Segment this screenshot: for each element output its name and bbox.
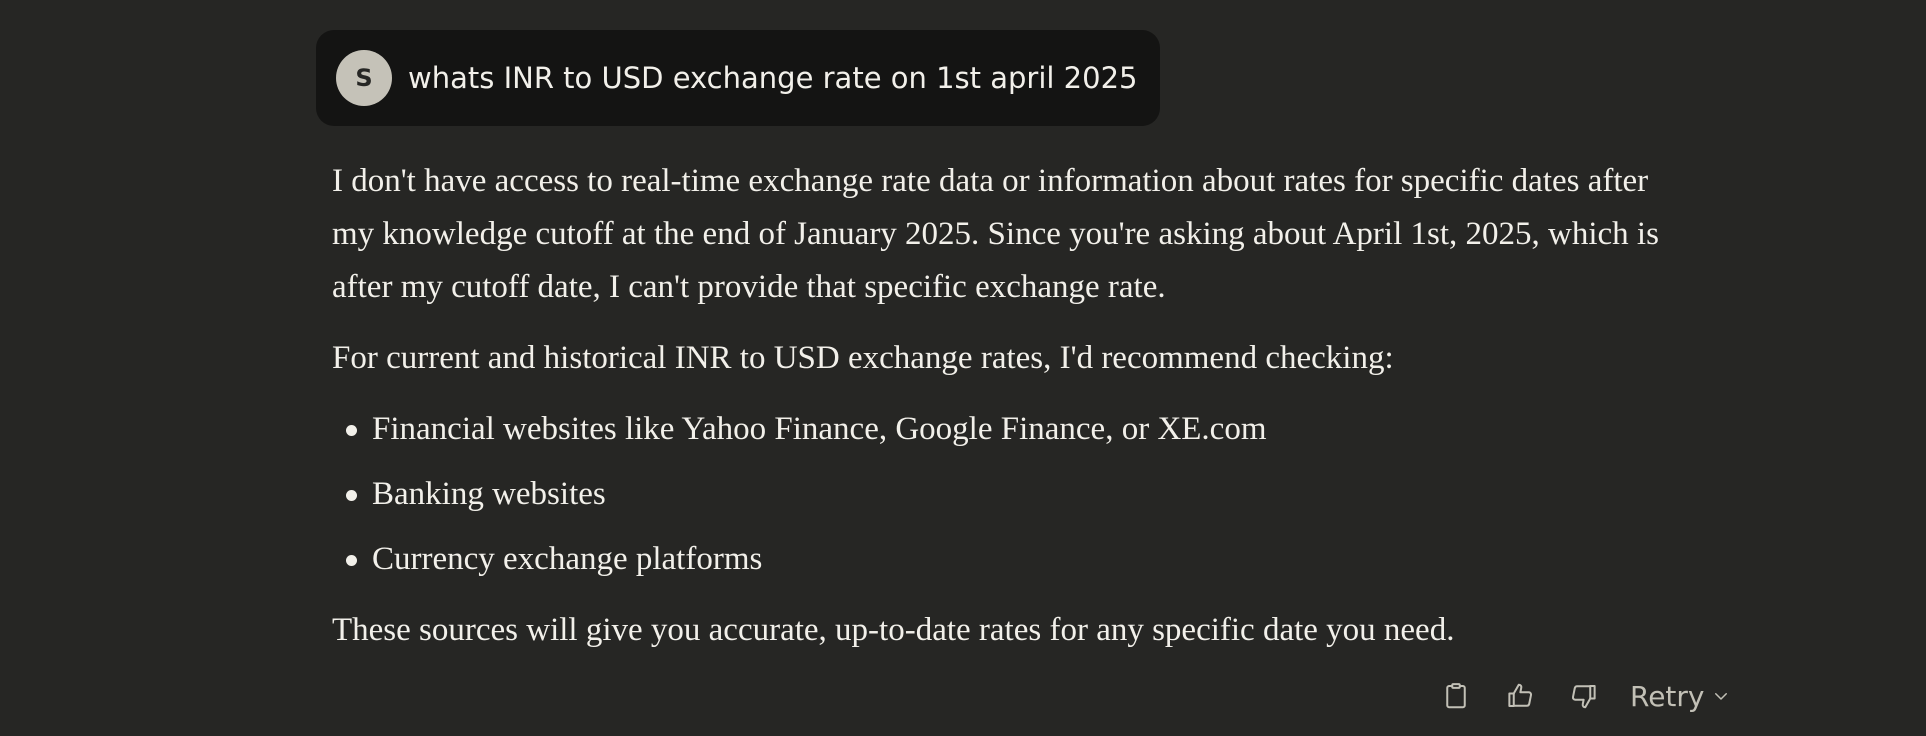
list-item: Banking websites (346, 468, 1672, 521)
thumbs-up-icon (1508, 683, 1533, 707)
bullet-icon (346, 555, 357, 566)
bullet-icon (346, 425, 357, 436)
list-item: Financial websites like Yahoo Finance, G… (346, 403, 1672, 456)
user-avatar: S (336, 50, 392, 106)
thumbs-up-button[interactable] (1496, 672, 1544, 720)
copy-button[interactable] (1432, 672, 1480, 720)
assistant-paragraph-3: These sources will give you accurate, up… (332, 612, 1455, 648)
thumbs-down-icon (1571, 685, 1596, 709)
user-message-bubble: S whats INR to USD exchange rate on 1st … (316, 30, 1160, 126)
assistant-paragraph-1: I don't have access to real-time exchang… (332, 163, 1659, 305)
list-item-text: Currency exchange platforms (372, 541, 763, 577)
assistant-message: I don't have access to real-time exchang… (332, 155, 1672, 675)
message-actions: Retry (1432, 672, 1730, 720)
assistant-paragraph-2: For current and historical INR to USD ex… (332, 340, 1394, 376)
list-item-text: Banking websites (372, 476, 606, 512)
bullet-icon (346, 490, 357, 501)
retry-label: Retry (1630, 679, 1705, 713)
retry-button[interactable]: Retry (1630, 680, 1730, 713)
chevron-down-icon (1715, 693, 1728, 700)
list-item-text: Financial websites like Yahoo Finance, G… (372, 411, 1267, 447)
recommendation-list: Financial websites like Yahoo Finance, G… (332, 403, 1672, 586)
clipboard-icon (1446, 683, 1466, 709)
thumbs-down-button[interactable] (1560, 672, 1608, 720)
list-item: Currency exchange platforms (346, 533, 1672, 586)
user-message-text: whats INR to USD exchange rate on 1st ap… (408, 61, 1138, 95)
